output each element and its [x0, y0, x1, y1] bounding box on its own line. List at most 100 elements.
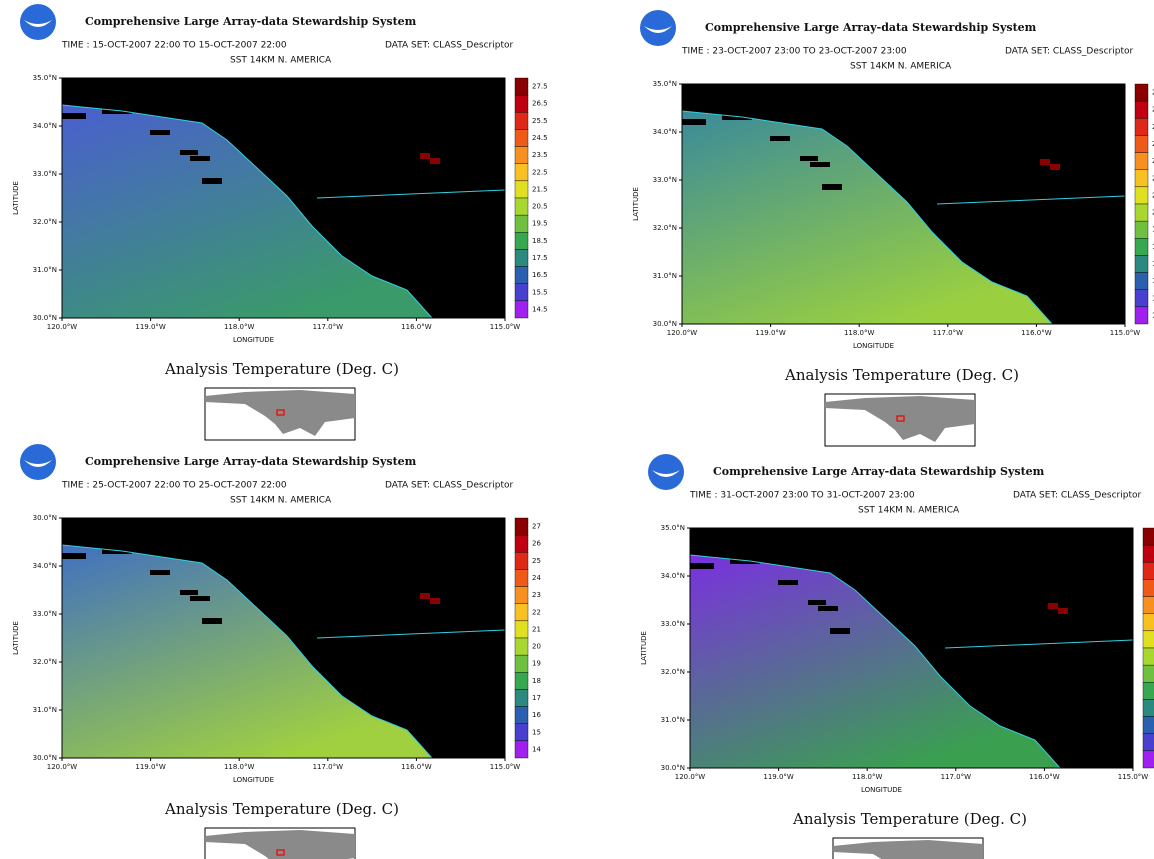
- caption: Analysis Temperature (Deg. C): [784, 366, 1019, 384]
- colorbar-label: 16: [532, 711, 541, 719]
- ocean: [682, 111, 1052, 324]
- colorbar-label: 24: [1152, 140, 1154, 148]
- colorbar-box: [514, 637, 529, 656]
- header-title: Comprehensive Large Array-data Stewardsh…: [705, 21, 1037, 34]
- colorbar-box: [1142, 527, 1154, 546]
- colorbar-label: 17: [532, 694, 541, 702]
- colorbar-box: [1134, 203, 1149, 222]
- colorbar-box: [514, 266, 529, 284]
- x-axis-label: LONGITUDE: [861, 786, 902, 794]
- colorbar-label: 14: [532, 745, 541, 753]
- noaa-logo: [640, 10, 676, 46]
- coastline: [61, 544, 433, 759]
- colorbar-box: [1134, 83, 1149, 102]
- lon-tick-label: 117.0°W: [313, 763, 344, 771]
- inset-map: [204, 387, 356, 441]
- colorbar-label: 15: [1152, 294, 1154, 302]
- colorbar-box: [514, 163, 529, 182]
- colorbar-box: [514, 517, 529, 536]
- lat-tick-label: 31.0°N: [653, 272, 677, 280]
- colorbar-label: 16.5: [532, 271, 548, 279]
- colorbar-box: [1142, 647, 1154, 666]
- colorbar-label: 18: [1152, 243, 1154, 251]
- colorbar-label: 23: [532, 591, 541, 599]
- header-title: Comprehensive Large Array-data Stewardsh…: [85, 15, 417, 28]
- map-panel: Comprehensive Large Array-data Stewardsh…: [640, 454, 1154, 859]
- colorbar-label: 25: [532, 557, 541, 565]
- subtitle: SST 14KM N. AMERICA: [858, 506, 960, 516]
- colorbar-label: 22: [532, 608, 541, 616]
- lon-tick-label: 115.0°W: [490, 323, 521, 331]
- colorbar-box: [1134, 238, 1149, 256]
- caption: Analysis Temperature (Deg. C): [164, 360, 399, 378]
- border: [944, 639, 1134, 649]
- dataset: DATA SET: CLASS_Descriptor: [385, 481, 513, 491]
- colorbar-box: [1134, 272, 1149, 290]
- lat-tick-label: 31.0°N: [661, 716, 685, 724]
- colorbar-box: [1134, 255, 1149, 273]
- lat-tick-label: 30.0°N: [33, 754, 57, 762]
- colorbar-box: [1142, 664, 1154, 683]
- lat-tick-label: 32.0°N: [653, 224, 677, 232]
- ocean: [690, 555, 1060, 768]
- lon-tick-label: 120.0°W: [47, 323, 78, 331]
- colorbar-box: [514, 77, 529, 96]
- lat-tick-label: 35.0°N: [33, 74, 57, 82]
- colorbar-label: 19: [532, 660, 541, 668]
- lat-tick-label: 32.0°N: [661, 668, 685, 676]
- colorbar-label: 27: [1152, 89, 1154, 97]
- time-range: TIME : 25-OCT-2007 22:00 TO 25-OCT-2007 …: [61, 481, 287, 491]
- x-axis-label: LONGITUDE: [233, 776, 274, 784]
- lon-tick-label: 119.0°W: [763, 773, 794, 781]
- colorbar-box: [1142, 596, 1154, 614]
- colorbar-box: [514, 249, 529, 267]
- lat-tick-label: 31.0°N: [33, 266, 57, 274]
- lon-tick-label: 119.0°W: [135, 763, 166, 771]
- lon-tick-label: 115.0°W: [1118, 773, 1149, 781]
- lat-tick-label: 34.0°N: [33, 562, 57, 570]
- lat-tick-label: 30.0°N: [33, 514, 57, 522]
- colorbar-box: [1142, 716, 1154, 734]
- coastline: [689, 554, 1061, 769]
- coastline: [61, 104, 433, 319]
- subtitle: SST 14KM N. AMERICA: [230, 496, 332, 506]
- colorbar-box: [1134, 135, 1149, 153]
- time-range: TIME : 15-OCT-2007 22:00 TO 15-OCT-2007 …: [61, 41, 287, 51]
- colorbar-box: [1142, 699, 1154, 717]
- lon-tick-label: 120.0°W: [47, 763, 78, 771]
- sst-plot: [61, 517, 506, 759]
- lon-tick-label: 116.0°W: [401, 323, 432, 331]
- colorbar-label: 26: [532, 540, 541, 548]
- caption: Analysis Temperature (Deg. C): [164, 800, 399, 818]
- colorbar-label: 22.5: [532, 168, 548, 176]
- plot-frame: [681, 83, 1126, 325]
- colorbar-label: 19.5: [532, 220, 548, 228]
- colorbar-box: [514, 197, 529, 216]
- lon-tick-label: 116.0°W: [1029, 773, 1060, 781]
- colorbar-box: [1142, 544, 1154, 563]
- colorbar-label: 23: [1152, 157, 1154, 165]
- colorbar-box: [514, 620, 529, 639]
- colorbar-box: [514, 300, 529, 319]
- colorbar-label: 21: [532, 625, 541, 633]
- lon-tick-label: 116.0°W: [401, 763, 432, 771]
- sst-plot: [61, 77, 506, 319]
- lon-tick-label: 118.0°W: [852, 773, 883, 781]
- subtitle: SST 14KM N. AMERICA: [230, 56, 332, 66]
- colorbar-box: [1142, 579, 1154, 597]
- border: [936, 195, 1126, 205]
- colorbar-box: [1134, 169, 1149, 188]
- lon-tick-label: 118.0°W: [844, 329, 875, 337]
- lon-tick-label: 120.0°W: [675, 773, 706, 781]
- colorbar-box: [514, 552, 529, 570]
- colorbar-box: [1142, 613, 1154, 632]
- inset-map: [832, 837, 984, 859]
- border: [316, 189, 506, 199]
- dataset: DATA SET: CLASS_Descriptor: [1013, 491, 1141, 501]
- colorbar-label: 14.5: [532, 305, 548, 313]
- lat-tick-label: 35.0°N: [661, 524, 685, 532]
- colorbar-label: 24.5: [532, 134, 548, 142]
- plot-frame: [61, 77, 506, 319]
- colorbar-box: [1142, 682, 1154, 700]
- colorbar-label: 25.5: [532, 117, 548, 125]
